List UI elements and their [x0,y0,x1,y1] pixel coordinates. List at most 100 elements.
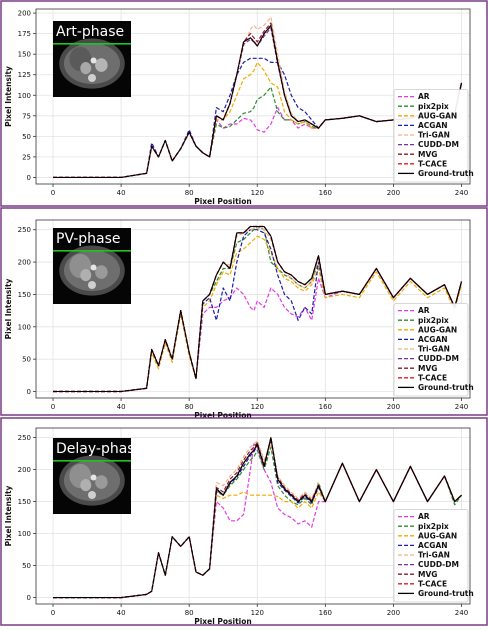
x-tick-label: 200 [387,189,400,197]
x-tick-label: 0 [51,403,55,411]
legend-label: T-CACE [418,159,447,168]
aorta [90,474,97,481]
x-tick-label: 0 [51,189,55,197]
legend-label: ACGAN [418,541,448,550]
x-tick-label: 120 [251,189,264,197]
y-tick-label: 200 [18,466,31,474]
legend-label: AUG-GAN [418,531,457,540]
vertebra [88,74,96,82]
legend-label: CUDD-DM [418,354,459,363]
y-tick-label: 250 [18,226,31,234]
y-tick-label: 50 [22,562,31,570]
legend-label: MVG [418,570,437,579]
y-tick-label: 0 [27,594,31,602]
ct-inset-image: Art-phase [53,21,131,97]
y-tick-label: 200 [18,259,31,267]
series-line-ground-truth [53,225,463,393]
y-tick-label: 150 [18,51,31,59]
legend-label: pix2pix [418,522,449,531]
y-tick-label: 0 [27,388,31,396]
kidney-right [95,265,108,279]
y-tick-label: 50 [22,133,31,141]
x-tick-label: 40 [117,189,126,197]
legend-box [393,89,469,183]
legend-label: T-CACE [418,579,447,588]
legend-label: ACGAN [418,121,448,130]
legend-label: Ground-truth [418,589,474,598]
y-tick-label: 150 [18,498,31,506]
x-axis-label: Pixel Position [194,411,252,420]
phase-label: PV-phase [56,231,121,247]
y-tick-label: 200 [18,10,31,18]
x-tick-label: 80 [185,403,194,411]
axes-box [35,219,471,399]
aorta [90,264,97,271]
legend-label: CUDD-DM [418,140,459,149]
x-tick-label: 240 [455,189,468,197]
legend-label: pix2pix [418,316,449,325]
legend: ARpix2pixAUG-GANACGANTri-GANCUDD-DMMVGT-… [393,509,474,603]
y-tick-label: 75 [22,112,31,120]
x-tick-label: 0 [51,609,55,617]
chart-panel-3: 0 40 80 120 160 200 240 0 50 100 150 200 250 Pixel Po… [0,417,488,626]
legend-label: Tri-GAN [418,345,450,354]
series-line-ground-truth [53,437,462,599]
y-axis-label: Pixel Intensity [4,485,13,546]
series-line-mvg [53,22,463,178]
legend-label: AR [418,512,430,521]
chart-panel-1: 0 40 80 120 160 200 240 0 25 50 75 100 125 150 175 200 P… [0,0,488,207]
legend-label: Ground-truth [418,383,474,392]
legend-label: AR [418,92,430,101]
x-tick-label: 240 [455,609,468,617]
legend-box [393,303,469,397]
aorta [90,57,97,64]
x-tick-label: 200 [387,609,400,617]
legend-box [393,509,469,603]
phase-label: Delay-phase [56,441,143,457]
legend-label: Tri-GAN [418,551,450,560]
y-axis-label: Pixel Intensity [4,66,13,127]
kidney-right [95,58,108,72]
x-tick-label: 200 [387,403,400,411]
x-axis-label: Pixel Position [194,617,252,626]
x-tick-label: 80 [185,609,194,617]
y-tick-label: 150 [18,291,31,299]
x-tick-label: 160 [319,609,332,617]
legend: ARpix2pixAUG-GANACGANTri-GANCUDD-DMMVGT-… [393,303,474,397]
x-tick-label: 240 [455,403,468,411]
kidney-right [95,475,108,489]
phase-label: Art-phase [56,24,124,40]
legend-label: AUG-GAN [418,111,457,120]
y-tick-label: 250 [18,434,31,442]
y-tick-label: 25 [22,153,31,161]
legend-label: T-CACE [418,373,447,382]
y-tick-label: 175 [18,30,31,38]
legend-label: CUDD-DM [418,560,459,569]
ct-inset-image: Delay-phase [53,438,143,514]
legend-label: ACGAN [418,335,448,344]
y-tick-label: 100 [18,530,31,538]
kidney-left [80,479,92,492]
chart-panel-2: 0 40 80 120 160 200 240 0 50 100 150 200 250 Pixel Po… [0,207,488,420]
legend-label: pix2pix [418,102,449,111]
y-tick-label: 100 [18,323,31,331]
x-tick-label: 120 [251,609,264,617]
x-tick-label: 40 [117,403,126,411]
x-tick-label: 160 [319,403,332,411]
x-axis-label: Pixel Position [194,197,252,206]
series-line-ground-truth [53,24,463,178]
y-tick-label: 100 [18,92,31,100]
vertebra [88,491,96,499]
y-axis-label: Pixel Intensity [4,278,13,339]
x-tick-label: 160 [319,189,332,197]
y-tick-label: 0 [27,174,31,182]
kidney-left [80,269,92,282]
ct-inset-image: PV-phase [53,228,131,304]
legend-label: Tri-GAN [418,131,450,140]
legend: ARpix2pixAUG-GANACGANTri-GANCUDD-DMMVGT-… [393,89,474,183]
kidney-left [80,62,92,75]
legend-label: Ground-truth [418,169,474,178]
legend-label: MVG [418,364,437,373]
